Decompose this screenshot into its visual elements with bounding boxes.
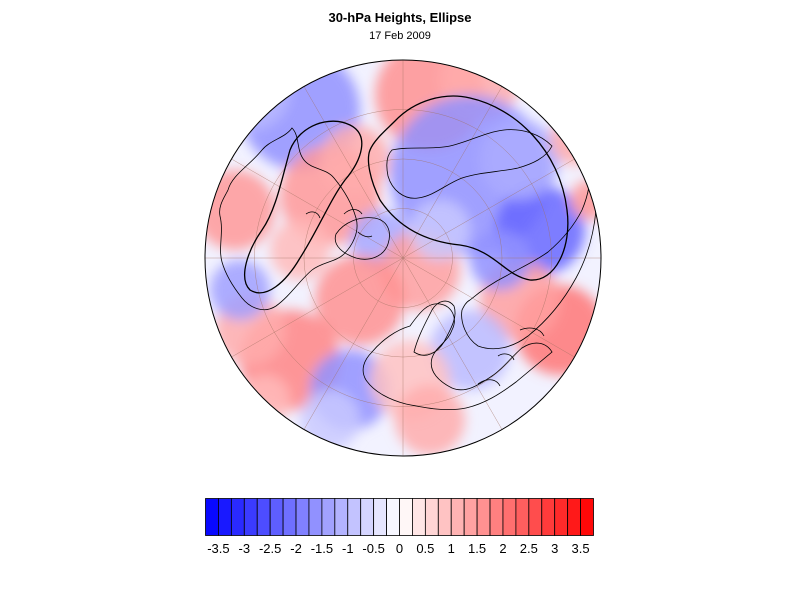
colorbar-swatch xyxy=(528,498,543,536)
ellipse-contour-west xyxy=(244,120,363,294)
colorbar-swatch xyxy=(243,498,258,536)
anomaly-blob xyxy=(300,390,360,450)
anomaly-blob xyxy=(480,120,560,200)
meridian-line xyxy=(303,86,404,259)
anomaly-blob xyxy=(315,255,405,345)
colorbar-swatch xyxy=(386,498,400,536)
colorbar-tick-label: 1 xyxy=(447,541,455,556)
colorbar-labels: -3.5 -3 -2.5 -2 -1.5 -1 -0.5 0 0.5 1 1.5 2 2.5 3 3.5 xyxy=(0,541,800,561)
colorbar-swatch xyxy=(450,498,465,536)
map-subtitle: 17 Feb 2009 xyxy=(369,30,431,42)
colorbar-tick-label: -1 xyxy=(341,541,354,556)
coastline-siberia xyxy=(386,129,553,199)
coastline-islands xyxy=(305,209,545,387)
globe-outline xyxy=(204,59,602,457)
colorbar-swatch xyxy=(437,498,452,536)
colorbar-swatch xyxy=(502,498,517,536)
colorbar-swatch xyxy=(554,498,569,536)
anomaly-blob xyxy=(395,385,465,455)
anomaly-blob xyxy=(570,180,601,220)
colorbar-swatch xyxy=(321,498,336,536)
colorbar-swatch xyxy=(399,498,413,536)
colorbar-swatch xyxy=(373,498,387,536)
meridian-line xyxy=(402,158,575,259)
colorbar-swatch xyxy=(256,498,271,536)
meridian-line xyxy=(303,257,404,430)
colorbar-tick-label: -2 xyxy=(290,541,302,556)
colorbar-tick-label: -3 xyxy=(238,541,251,556)
colorbar-swatch xyxy=(334,498,349,536)
coastline-north-america xyxy=(219,127,358,311)
meridian-line xyxy=(231,257,404,358)
ellipse-contour xyxy=(367,95,569,281)
anomaly-blob xyxy=(320,125,390,195)
colorbar-tick-label: 2.5 xyxy=(519,541,538,556)
colorbar-swatch xyxy=(360,498,375,536)
meridian-line xyxy=(231,158,404,259)
colorbar-swatch xyxy=(205,498,219,536)
colorbar-tick-label: -0.5 xyxy=(362,541,385,556)
colorbar-tick-label: 0 xyxy=(395,541,404,556)
map-title: 30-hPa Heights, Ellipse xyxy=(328,10,472,25)
colorbar-tick-label: -3.5 xyxy=(207,541,230,556)
colorbar-swatch xyxy=(295,498,310,536)
colorbar-swatch xyxy=(515,498,530,536)
colorbar-swatch xyxy=(269,498,284,536)
coastline-europe xyxy=(362,303,553,411)
colorbar-swatch xyxy=(308,498,323,536)
colorbar-swatch xyxy=(347,498,362,536)
meridian-line xyxy=(402,257,575,358)
colorbar-tick-label: -2.5 xyxy=(258,541,282,556)
anomaly-blob xyxy=(210,260,270,320)
colorbar-swatch xyxy=(230,498,245,536)
colorbar xyxy=(205,498,594,536)
colorbar-tick-label: 2 xyxy=(499,541,507,556)
colorbar-swatch xyxy=(412,498,426,536)
colorbar-tick-label: 1.5 xyxy=(468,541,487,556)
colorbar-swatch xyxy=(580,498,594,536)
meridian-line xyxy=(402,86,503,259)
coastline-greenland xyxy=(334,217,390,260)
anomaly-blob xyxy=(270,220,330,280)
anomaly-blob xyxy=(205,170,275,250)
anomaly-blob xyxy=(550,115,600,165)
colorbar-swatch xyxy=(567,498,581,536)
colorbar-tick-label: 0.5 xyxy=(416,541,435,556)
colorbar-tick-label: 3.5 xyxy=(571,541,590,556)
colorbar-swatch xyxy=(463,498,478,536)
colorbar-tick-label: 3 xyxy=(551,541,559,556)
colorbar-swatch xyxy=(218,498,232,536)
coastline-scandinavia xyxy=(413,300,456,356)
colorbar-tick-label: -1.5 xyxy=(310,541,334,556)
anomaly-blob xyxy=(210,60,290,130)
colorbar-swatch xyxy=(282,498,297,536)
colorbar-swatch xyxy=(476,498,491,536)
colorbar-swatch xyxy=(489,498,504,536)
colorbar-swatch xyxy=(424,498,439,536)
colorbar-swatch xyxy=(541,498,556,536)
